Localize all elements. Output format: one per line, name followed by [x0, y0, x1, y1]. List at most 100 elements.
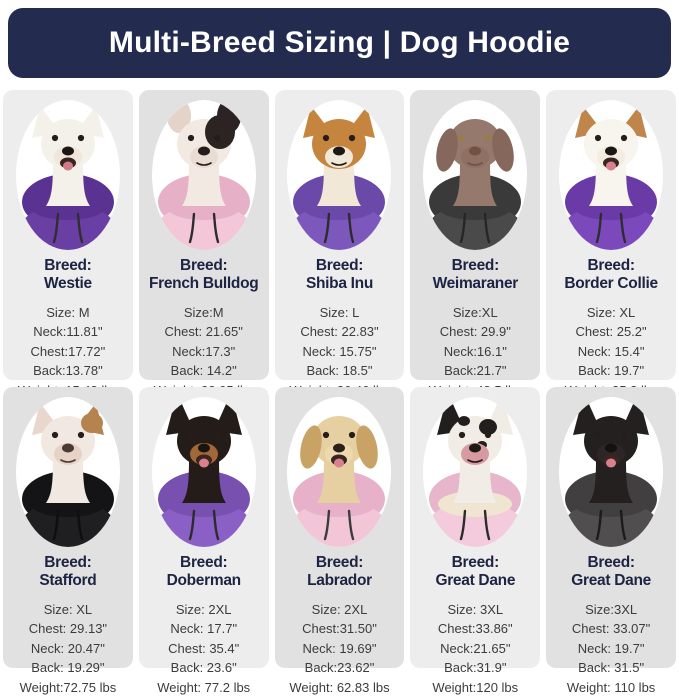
- dog-photo: [423, 397, 528, 547]
- breed-card: Breed: Weimaraner Size:XL Chest: 29.9" Nec…: [410, 90, 541, 398]
- spec-line: Weight:72.75 lbs: [19, 679, 117, 695]
- breed-name: Doberman: [166, 572, 242, 590]
- spec-line: Size: L: [319, 304, 360, 320]
- spec-line: Back: 18.5": [306, 363, 373, 379]
- breed-name: Stafford: [39, 572, 97, 590]
- breed-heading: Breed: French Bulldog: [139, 257, 269, 294]
- breed-label: Breed:: [315, 257, 364, 274]
- spec-line: Size: 3XL: [447, 601, 504, 617]
- breed-label: Breed:: [44, 554, 92, 571]
- breed-card: Breed: French Bulldog Size:M Chest: 21.65…: [138, 90, 269, 398]
- spec-line: Back:13.78": [33, 363, 103, 379]
- page-title: Multi-Breed Sizing | Dog Hoodie: [108, 26, 571, 59]
- breed-label: Breed:: [451, 257, 500, 274]
- breed-card: Breed: Stafford Size: XL Chest: 29.13" Nec…: [3, 387, 133, 695]
- doberman-in-purple-hoodie-icon: [151, 397, 256, 547]
- breed-label: Breed:: [451, 554, 500, 571]
- breed-card: Breed: Great Dane Size:3XL Chest: 33.07" N…: [546, 387, 676, 695]
- breed-name: Labrador: [307, 572, 372, 590]
- header-banner: Multi-Breed Sizing | Dog Hoodie: [8, 8, 671, 78]
- shiba-inu-in-purple-hoodie-icon: [287, 106, 392, 250]
- spec-line: Chest: 29.13": [28, 621, 108, 637]
- spec-line: Back: 19.7": [578, 363, 645, 379]
- spec-line: Chest:33.86": [437, 621, 513, 637]
- harlequin-great-dane-in-pink-hoodie-icon: [423, 397, 528, 547]
- dog-photo: [15, 397, 120, 547]
- spec-line: Size: 2XL: [175, 601, 232, 617]
- spec-list: Size: XL Chest: 29.13" Neck: 20.47" Back: 1…: [3, 600, 133, 697]
- spec-line: Back: 23.6": [170, 660, 237, 676]
- spec-line: Chest: 22.83": [300, 324, 379, 340]
- spec-line: Chest: 35.4": [168, 640, 240, 656]
- breed-heading: Breed: Great Dane: [410, 554, 540, 591]
- spec-list: Size: L Chest: 22.83" Neck: 15.75" Back: 18…: [275, 303, 405, 401]
- breed-label: Breed:: [180, 554, 228, 571]
- spec-line: Chest: 21.65": [164, 324, 243, 340]
- spec-line: Size: M: [46, 304, 90, 320]
- border-collie-in-purple-hoodie-icon: [559, 106, 664, 250]
- spec-list: Size: 2XL Neck: 17.7" Chest: 35.4" Back: 23…: [139, 600, 269, 697]
- breed-heading: Breed: Labrador: [275, 554, 405, 591]
- breed-card: Breed: Doberman Size: 2XL Neck: 17.7" Ches…: [138, 387, 269, 695]
- spec-list: Size: 2XL Chest:31.50" Neck: 19.69" Back:23…: [275, 600, 405, 697]
- dog-photo: [15, 100, 120, 250]
- breed-name: Great Dane: [571, 572, 651, 590]
- breed-card: Breed: Great Dane Size: 3XL Chest:33.86" N…: [410, 387, 541, 695]
- spec-line: Neck: 15.75": [302, 343, 377, 359]
- spec-line: Neck:11.81": [33, 324, 103, 340]
- breed-label: Breed:: [315, 554, 364, 571]
- spec-line: Size: XL: [586, 304, 636, 320]
- spec-line: Neck: 19.7": [577, 640, 645, 656]
- breed-heading: Breed: Border Collie: [546, 257, 676, 294]
- spec-line: Back: 31.5": [578, 660, 645, 676]
- breed-name: Shiba Inu: [305, 275, 374, 293]
- spec-line: Chest:31.50": [302, 621, 377, 637]
- spec-list: Size:3XL Chest: 33.07" Neck: 19.7" Back: 31…: [546, 600, 676, 697]
- breed-heading: Breed: Great Dane: [546, 554, 676, 591]
- spec-line: Chest: 29.9": [439, 324, 511, 340]
- spec-line: Neck: 19.69": [302, 640, 377, 656]
- spec-line: Size:M: [183, 304, 224, 320]
- breed-name: Weimaraner: [432, 275, 519, 293]
- spec-line: Back: 19.29": [31, 660, 105, 676]
- breed-card: Breed: Westie Size: M Neck:11.81" Chest:17…: [3, 90, 133, 398]
- labrador-in-pink-hoodie-icon: [287, 416, 392, 547]
- stafford-in-black-hoodie-icon: [15, 403, 120, 547]
- breed-heading: Breed: Weimaraner: [410, 257, 540, 294]
- breed-heading: Breed: Westie: [3, 257, 133, 294]
- breed-card: Breed: Labrador Size: 2XL Chest:31.50" Nec…: [274, 387, 405, 695]
- black-great-dane-in-gray-hoodie-icon: [559, 397, 664, 547]
- spec-line: Neck:17.3": [172, 343, 236, 359]
- spec-list: Size: XL Chest: 25.2" Neck: 15.4" Back: 19.…: [546, 303, 676, 401]
- spec-line: Size: 2XL: [311, 601, 368, 617]
- dog-photo: [423, 100, 528, 250]
- spec-line: Neck:16.1": [443, 343, 507, 359]
- weimaraner-in-gray-hoodie-icon: [423, 119, 528, 250]
- breed-card: Breed: Shiba Inu Size: L Chest: 22.83" Nec…: [274, 90, 405, 398]
- spec-line: Weight: 62.83 lbs: [289, 679, 390, 695]
- breed-grid: Breed: Westie Size: M Neck:11.81" Chest:17…: [3, 90, 676, 695]
- spec-line: Size:3XL: [585, 601, 638, 617]
- breed-card: Breed: Border Collie Size: XL Chest: 25.2…: [546, 90, 676, 398]
- spec-line: Neck: 20.47": [30, 640, 105, 656]
- spec-line: Back:21.7": [444, 363, 507, 379]
- breed-name: Great Dane: [435, 572, 516, 590]
- westie-in-purple-hoodie-icon: [15, 106, 120, 250]
- spec-line: Chest: 25.2": [575, 324, 647, 340]
- dog-photo: [151, 397, 256, 547]
- dog-photo: [151, 100, 256, 250]
- spec-list: Size: 3XL Chest:33.86" Neck:21.65" Back:31.…: [410, 600, 540, 697]
- spec-list: Size: M Neck:11.81" Chest:17.72" Back:13.78…: [3, 303, 133, 401]
- dog-photo: [559, 100, 664, 250]
- spec-line: Neck: 15.4": [577, 343, 645, 359]
- spec-list: Size:M Chest: 21.65" Neck:17.3" Back: 14.2"…: [139, 303, 269, 401]
- breed-label: Breed:: [44, 257, 92, 274]
- spec-line: Weight: 77.2 lbs: [157, 679, 251, 695]
- breed-heading: Breed: Stafford: [3, 554, 133, 591]
- dog-photo: [559, 397, 664, 547]
- breed-heading: Breed: Shiba Inu: [275, 257, 405, 294]
- breed-name: French Bulldog: [148, 275, 259, 293]
- french-bulldog-in-pink-hoodie-icon: [151, 100, 256, 250]
- dog-photo: [287, 100, 392, 250]
